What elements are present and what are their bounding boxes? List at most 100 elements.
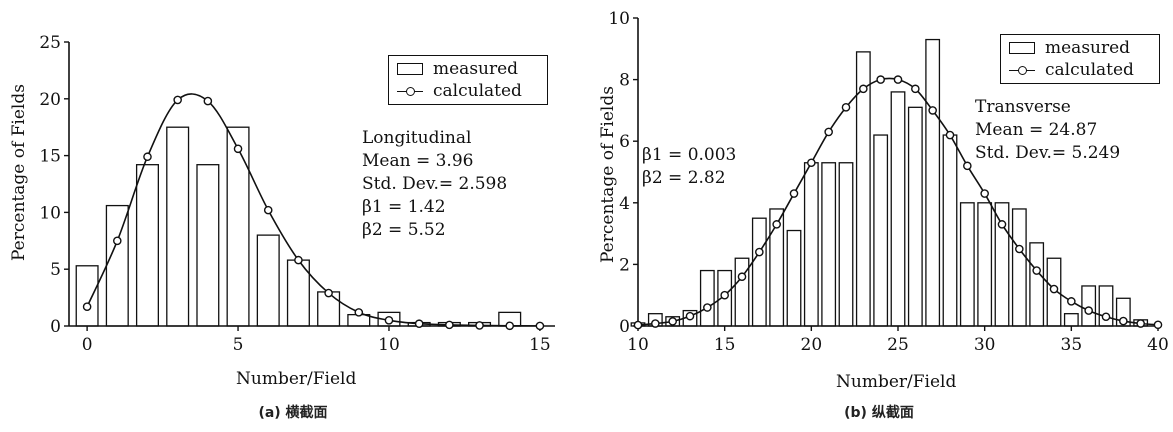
- legend-entry-measured: measured: [397, 58, 539, 80]
- point-calculated: [893, 75, 903, 84]
- stat-beta2: β2 = 2.82: [642, 168, 726, 188]
- bar-measured: [977, 202, 993, 327]
- bar-measured: [786, 229, 802, 327]
- point-calculated: [505, 321, 515, 331]
- chart-a-plot: 0 5 10 15 20 25 0 5 10 15: [39, 33, 555, 355]
- chart-b: 0 2 4 6 8 10 10 15 20 25 30 35 40 Number/Field Perce…: [586, 0, 1172, 432]
- bar-measured: [665, 316, 681, 327]
- point-calculated: [112, 236, 122, 246]
- y-tick-label: 4: [619, 194, 630, 214]
- bar-swatch-icon: [1009, 42, 1035, 54]
- point-calculated: [789, 189, 799, 198]
- point-calculated: [945, 130, 955, 140]
- stat-mean: Mean = 24.87: [975, 120, 1098, 140]
- point-calculated: [841, 103, 851, 112]
- x-tick-label: 35: [1061, 335, 1083, 355]
- bar-measured: [994, 202, 1010, 327]
- point-calculated: [173, 95, 182, 105]
- line-marker-icon: [1009, 63, 1035, 77]
- point-calculated: [1067, 297, 1076, 306]
- point-calculated: [963, 161, 972, 171]
- bar-measured: [105, 204, 129, 327]
- bar-measured: [821, 162, 837, 327]
- y-tick-label: 0: [50, 317, 61, 337]
- point-calculated: [703, 303, 712, 312]
- point-calculated: [384, 316, 394, 325]
- y-tick-label: 15: [39, 147, 61, 167]
- bar-measured: [1046, 257, 1062, 327]
- legend-label: calculated: [1045, 60, 1134, 80]
- bar-measured: [1081, 285, 1097, 327]
- point-calculated: [82, 302, 92, 311]
- point-calculated: [354, 308, 364, 317]
- point-calculated: [1049, 284, 1059, 294]
- x-tick-label: 10: [627, 335, 649, 355]
- bar-measured: [1063, 313, 1079, 327]
- bar-swatch-icon: [397, 63, 423, 75]
- chart-b-stats-right: Transverse Mean = 24.87 Std. Dev.= 5.249: [975, 96, 1120, 165]
- bar-measured: [75, 265, 99, 327]
- stat-mean: Mean = 3.96: [362, 151, 474, 171]
- point-calculated: [911, 84, 920, 94]
- stat-std-dev: Std. Dev.= 2.598: [362, 174, 508, 194]
- point-calculated: [324, 288, 333, 298]
- stat-std-dev: Std. Dev.= 5.249: [975, 143, 1121, 163]
- point-calculated: [1119, 316, 1128, 326]
- chart-b-legend: measured calculated: [1000, 34, 1160, 84]
- chart-b-caption: (b) 纵截面: [844, 405, 914, 421]
- legend-label: measured: [433, 59, 519, 79]
- legend-entry-calculated: calculated: [397, 80, 539, 102]
- chart-b-stats-left: β1 = 0.003 β2 = 2.82: [642, 144, 736, 190]
- bar-measured: [890, 91, 906, 327]
- bar-measured: [135, 164, 160, 327]
- stat-beta2: β2 = 5.52: [362, 220, 446, 240]
- point-calculated: [755, 247, 764, 257]
- bar-measured: [873, 134, 889, 327]
- point-calculated: [203, 96, 213, 106]
- bar-measured: [166, 126, 190, 327]
- legend-entry-measured: measured: [1009, 37, 1151, 59]
- point-calculated: [1032, 266, 1041, 275]
- point-calculated: [876, 75, 885, 84]
- legend-label: measured: [1045, 38, 1131, 58]
- point-calculated: [1101, 312, 1111, 322]
- x-tick-label: 30: [974, 335, 996, 355]
- point-calculated: [668, 317, 677, 326]
- bar-measured: [1115, 297, 1131, 327]
- point-calculated: [807, 158, 816, 168]
- bar-measured: [907, 106, 923, 327]
- line-calculated: [86, 93, 540, 327]
- bar-measured: [1098, 285, 1114, 327]
- point-calculated: [859, 84, 868, 94]
- chart-a-caption: (a) 横截面: [258, 405, 328, 421]
- chart-a-stats: Longitudinal Mean = 3.96 Std. Dev.= 2.59…: [362, 127, 507, 242]
- point-calculated: [143, 152, 152, 162]
- x-tick-label: 15: [714, 335, 736, 355]
- y-tick-label: 25: [39, 33, 61, 53]
- y-tick-label: 8: [619, 71, 630, 91]
- x-tick-label: 25: [887, 335, 909, 355]
- bar-measured: [925, 38, 941, 327]
- stat-label: Longitudinal: [362, 128, 472, 148]
- bar-measured: [734, 257, 750, 327]
- point-calculated: [233, 144, 243, 154]
- chart-a-ylabel: Percentage of Fields: [9, 84, 29, 261]
- chart-a-legend: measured calculated: [388, 55, 548, 105]
- point-calculated: [475, 321, 484, 330]
- bar-measured: [751, 217, 767, 327]
- x-tick-label: 5: [233, 335, 244, 355]
- point-calculated: [1136, 319, 1145, 328]
- stat-beta1: β1 = 1.42: [362, 197, 446, 217]
- x-tick-label: 40: [1147, 335, 1169, 355]
- bar-measured: [377, 311, 401, 327]
- chart-b-xlabel: Number/Field: [836, 372, 957, 392]
- point-calculated: [928, 106, 937, 115]
- point-calculated: [1084, 306, 1093, 315]
- bar-measured: [256, 234, 280, 327]
- y-tick-label: 5: [50, 260, 61, 280]
- y-tick-label: 6: [619, 132, 630, 152]
- y-tick-label: 20: [39, 90, 61, 110]
- stat-label: Transverse: [975, 97, 1071, 117]
- bar-measured: [769, 208, 785, 327]
- point-calculated: [535, 321, 545, 331]
